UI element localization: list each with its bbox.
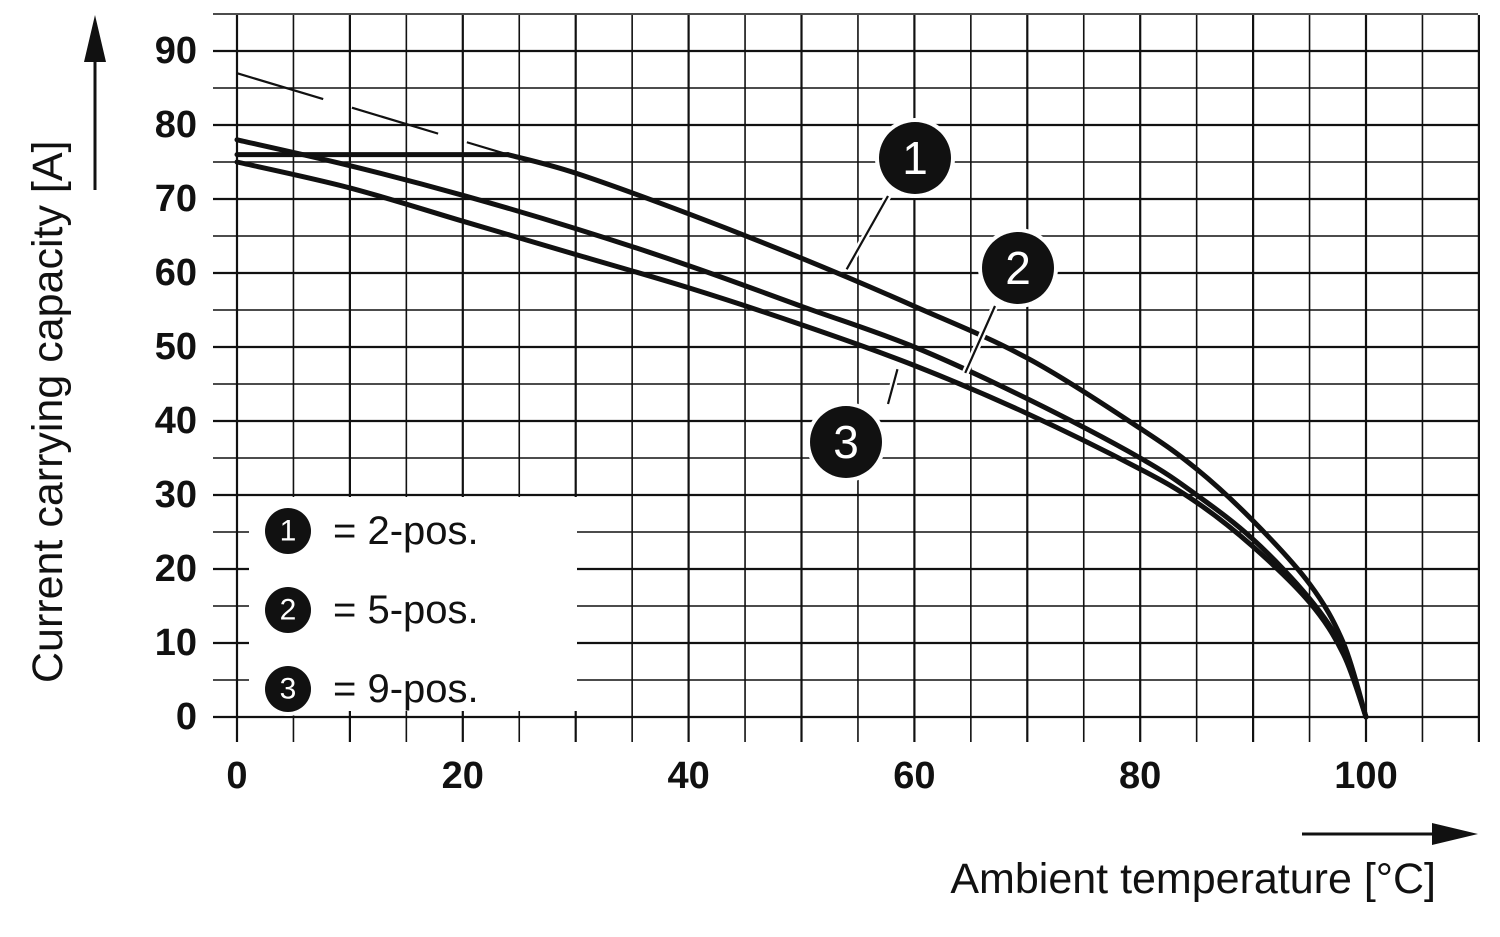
callout-badge-1-circle	[879, 122, 951, 194]
y-tick-label: 40	[155, 400, 197, 442]
legend-label: = 5-pos.	[333, 588, 479, 632]
callout-badge-2-circle	[982, 232, 1054, 304]
callout-badge-3-label: 3	[833, 416, 859, 468]
callout-badge-1: 1	[875, 118, 955, 198]
x-tick-label: 20	[442, 755, 484, 797]
y-tick-label: 90	[155, 30, 197, 72]
series-1-dashed-extension	[236, 72, 509, 156]
series-3-line	[234, 159, 1369, 720]
legend-badge-2-circle	[265, 587, 311, 633]
x-tick-label: 0	[226, 755, 247, 797]
callout-badge-3: 3	[806, 402, 886, 482]
x-tick-label: 80	[1119, 755, 1161, 797]
y-tick-label: 10	[155, 622, 197, 664]
legend-badge-2-label: 2	[280, 594, 297, 627]
series-2-line	[234, 137, 1369, 720]
x-axis-title-group: Ambient temperature [°C]	[950, 823, 1478, 903]
y-tick-label: 80	[155, 104, 197, 146]
legend-badge-3-label: 3	[280, 673, 297, 706]
callout-1-leader	[845, 195, 889, 270]
y-axis-title: Current carrying capacity [A]	[24, 141, 72, 683]
legend-badge-2: 2	[261, 583, 315, 637]
legend-label: = 9-pos.	[333, 667, 479, 711]
y-tick-labels: 0 10 20 30 40 50 60 70 80 90	[155, 30, 197, 738]
legend-badge-1-label: 1	[280, 515, 297, 548]
callouts: 1 2 3	[806, 118, 1058, 482]
callout-badge-2-label: 2	[1005, 242, 1031, 294]
callout-badge-1-label: 1	[902, 132, 928, 184]
y-tick-label: 70	[155, 178, 197, 220]
legend: 1 = 2-pos. 2 = 5-pos. 3 = 9-pos.	[249, 497, 577, 716]
legend-label: = 2-pos.	[333, 509, 479, 553]
legend-badge-1-circle	[265, 508, 311, 554]
y-axis-arrow-icon	[84, 15, 106, 62]
y-tick-label: 0	[176, 696, 197, 738]
x-tick-label: 100	[1334, 755, 1397, 797]
callout-badge-3-circle	[810, 406, 882, 478]
x-tick-label: 40	[667, 755, 709, 797]
x-axis-arrow-icon	[1432, 823, 1478, 845]
callout-3-leader	[886, 368, 899, 405]
legend-badge-1: 1	[261, 504, 315, 558]
x-axis-title: Ambient temperature [°C]	[950, 855, 1436, 903]
series-lines	[234, 72, 1369, 720]
series-1-line	[505, 152, 1369, 720]
legend-badge-3-circle	[265, 666, 311, 712]
callout-2-leader	[964, 305, 997, 374]
x-tick-label: 60	[893, 755, 935, 797]
y-tick-label: 60	[155, 252, 197, 294]
y-tick-label: 50	[155, 326, 197, 368]
y-tick-label: 20	[155, 548, 197, 590]
legend-badge-3: 3	[261, 662, 315, 716]
y-tick-label: 30	[155, 474, 197, 516]
callout-badge-2: 2	[978, 228, 1058, 308]
y-axis-title-group: Current carrying capacity [A]	[24, 15, 106, 683]
x-tick-labels: 0 20 40 60 80 100	[226, 755, 1397, 797]
